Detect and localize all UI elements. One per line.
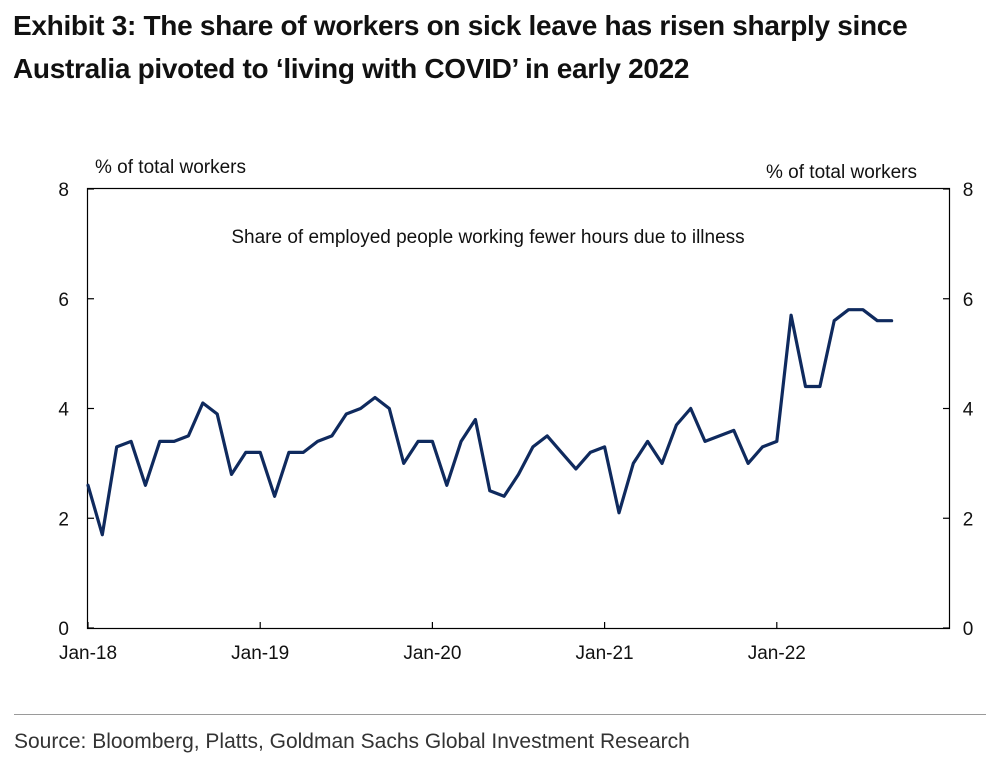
x-tick-label: Jan-21 (576, 643, 634, 664)
series-annotation: Share of employed people working fewer h… (231, 227, 744, 248)
title-line-1: Exhibit 3: The share of workers on sick … (13, 10, 908, 41)
y-tick-label-right: 4 (963, 400, 974, 421)
y-tick-label-left: 4 (58, 400, 69, 421)
plot-area-frame (86, 187, 951, 630)
x-tick-label: Jan-20 (403, 643, 461, 664)
y-tick-label-right: 6 (963, 290, 974, 311)
x-tick-label: Jan-18 (59, 643, 117, 664)
y-tick-label-right: 0 (963, 619, 974, 640)
source-note: Source: Bloomberg, Platts, Goldman Sachs… (14, 730, 690, 753)
x-tick-label: Jan-22 (748, 643, 806, 664)
axis-ticks (87, 188, 949, 629)
x-axis-labels: Jan-18 Jan-19 Jan-20 Jan-21 Jan-22 (59, 643, 806, 664)
title-line-2: Australia pivoted to ‘living with COVID’… (13, 53, 690, 84)
footer-divider (14, 714, 986, 715)
y-axis-left-title: % of total workers (95, 157, 246, 178)
x-tick-label: Jan-19 (231, 643, 289, 664)
y-tick-label-left: 2 (58, 509, 69, 530)
y-axis-left-labels: 0 2 4 6 8 (58, 180, 69, 640)
chart-title: Exhibit 3: The share of workers on sick … (13, 4, 988, 90)
y-tick-label-right: 8 (963, 180, 974, 201)
y-tick-label-right: 2 (963, 509, 974, 530)
y-tick-label-left: 0 (58, 619, 69, 640)
y-axis-right-title: % of total workers (766, 162, 917, 183)
y-axis-right-labels: 0 2 4 6 8 (963, 180, 974, 640)
y-tick-label-left: 8 (58, 180, 69, 201)
series-line-sick-leave-share (86, 308, 894, 537)
y-tick-label-left: 6 (58, 290, 69, 311)
